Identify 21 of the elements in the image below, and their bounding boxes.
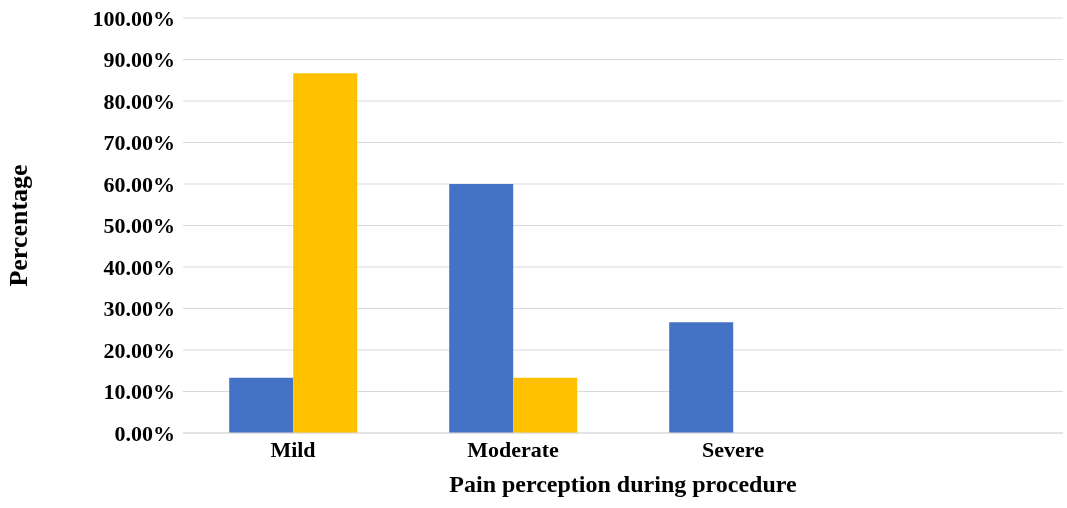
x-axis-title: Pain perception during procedure — [449, 471, 798, 498]
bar — [229, 377, 294, 433]
y-tick-label: 10.00% — [103, 379, 175, 405]
y-tick-label: 80.00% — [103, 88, 175, 114]
y-tick-label: 60.00% — [103, 171, 175, 197]
bar — [669, 322, 734, 433]
bar — [449, 184, 514, 433]
y-tick-label: 20.00% — [103, 337, 175, 363]
bar — [293, 73, 358, 433]
y-tick-label: 90.00% — [103, 47, 175, 73]
y-tick-label: 30.00% — [103, 296, 175, 322]
x-tick-label: Moderate — [467, 436, 560, 462]
y-tick-label: 50.00% — [103, 213, 175, 239]
y-tick-label: 40.00% — [103, 254, 175, 280]
bar — [513, 377, 578, 433]
y-axis-title: Percentage — [4, 164, 34, 287]
y-tick-label: 70.00% — [103, 130, 175, 156]
x-tick-label: Mild — [270, 436, 316, 462]
x-tick-label: Severe — [702, 436, 765, 462]
y-tick-label: 0.00% — [114, 420, 175, 446]
y-tick-label: 100.00% — [92, 5, 175, 31]
